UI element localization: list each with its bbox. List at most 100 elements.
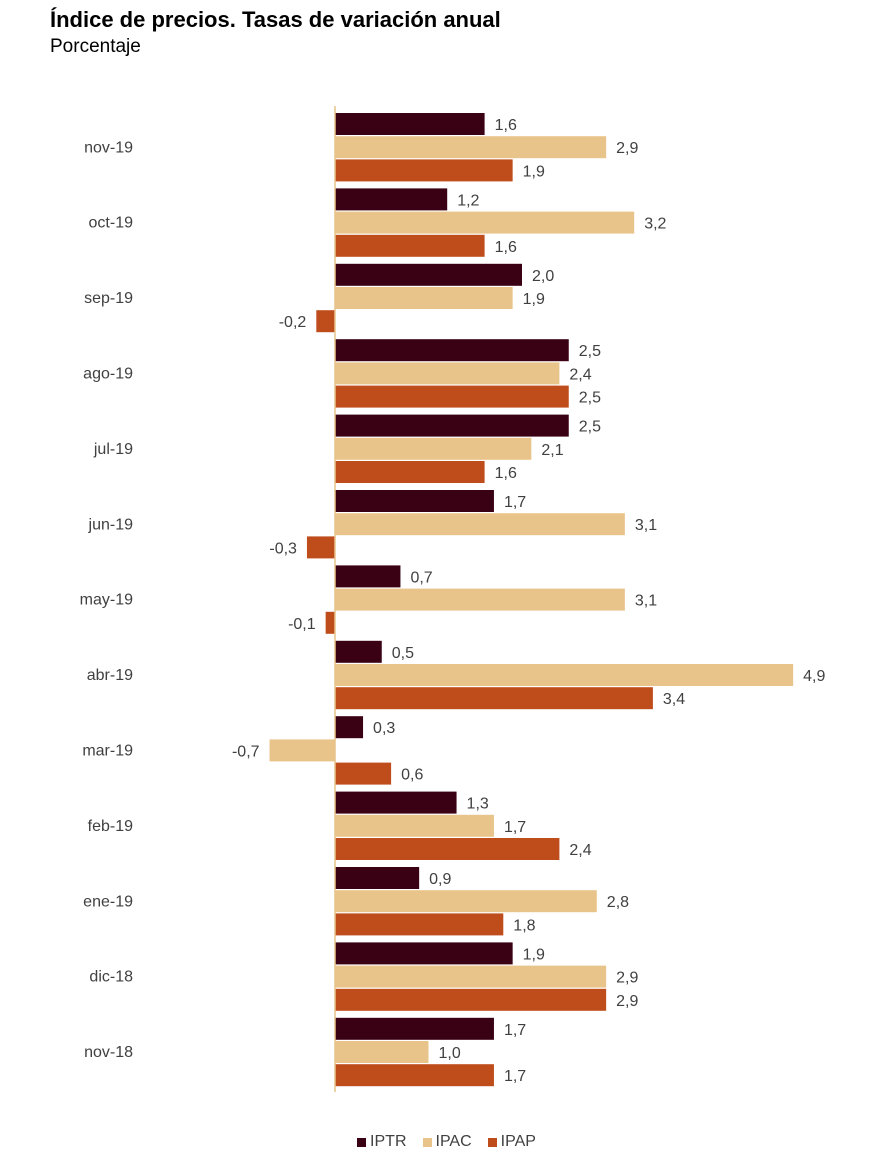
data-label: 0,7 [410, 569, 432, 586]
data-label: 2,9 [616, 993, 638, 1010]
bar-ipac [335, 965, 607, 988]
data-label: 1,9 [523, 291, 545, 308]
data-label: 2,5 [579, 390, 601, 407]
bar-iptr [335, 339, 569, 362]
data-label: 1,6 [495, 465, 517, 482]
legend-label: IPTR [370, 1133, 407, 1150]
category-label: oct-19 [89, 215, 134, 232]
data-label: 3,2 [644, 216, 666, 233]
bar-ipac [335, 588, 625, 611]
data-label: 2,5 [579, 343, 601, 360]
bar-ipac [335, 890, 597, 913]
bar-iptr [335, 791, 457, 814]
data-label: 0,5 [392, 645, 414, 662]
bar-ipap [335, 838, 560, 860]
category-label: mar-19 [82, 743, 133, 760]
data-label: 2,9 [616, 970, 638, 987]
data-label: 1,9 [523, 946, 545, 963]
data-label: 2,1 [541, 442, 563, 459]
category-label: jul-19 [93, 441, 133, 458]
legend-swatch [487, 1137, 497, 1147]
bar-ipac [335, 211, 635, 234]
data-label: 1,7 [504, 1022, 526, 1039]
bar-ipap [335, 1064, 494, 1087]
data-label: -0,3 [269, 540, 297, 557]
data-label: 2,4 [569, 842, 591, 859]
category-label: abr-19 [87, 667, 133, 684]
data-label: -0,7 [232, 743, 260, 760]
category-label: ago-19 [83, 366, 133, 383]
bar-ipap [335, 159, 513, 182]
data-label: 1,7 [504, 494, 526, 511]
category-label: may-19 [80, 592, 133, 609]
data-label: 0,9 [429, 871, 451, 888]
category-label: nov-19 [84, 139, 133, 156]
data-label: 1,3 [467, 796, 489, 813]
category-label: sep-19 [84, 290, 133, 307]
category-label: feb-19 [88, 818, 133, 835]
data-label: 2,9 [616, 140, 638, 157]
legend-label: IPAC [435, 1133, 472, 1150]
bar-ipac [335, 513, 625, 536]
legend-swatch [357, 1137, 367, 1147]
data-label: 2,8 [607, 894, 629, 911]
data-label: 2,4 [569, 366, 591, 383]
bar-ipac [335, 1041, 429, 1063]
data-label: 3,1 [635, 593, 657, 610]
bar-ipac [335, 136, 607, 159]
data-label: 4,9 [803, 668, 825, 685]
legend-swatch [422, 1137, 432, 1147]
bar-ipac [335, 437, 532, 460]
bar-ipap [335, 913, 504, 936]
bar-ipap [335, 461, 485, 483]
bar-chart: nov-19 1,6 2,9 1,9 oct-19 1,2 3,2 1,6 sep-19 2,0 1… [80, 106, 825, 1092]
bar-iptr [335, 1017, 494, 1040]
data-label: 3,4 [663, 691, 685, 708]
data-label: 3,1 [635, 517, 657, 534]
legend-label: IPAP [500, 1133, 536, 1150]
bar-iptr [335, 263, 522, 286]
bar-iptr [335, 716, 364, 739]
category-label: dic-18 [89, 969, 133, 986]
data-label: 1,9 [523, 163, 545, 180]
bar-ipap [335, 385, 569, 408]
bar-ipac [335, 664, 794, 686]
bar-ipac [335, 287, 513, 309]
bar-ipap [335, 687, 653, 710]
data-label: 1,0 [439, 1045, 461, 1062]
data-label: 2,0 [532, 268, 554, 285]
bar-iptr [335, 188, 448, 211]
bar-iptr [335, 414, 569, 437]
data-label: -0,2 [279, 314, 307, 331]
data-label: 1,7 [504, 819, 526, 836]
bar-ipac [335, 814, 494, 837]
bar-iptr [335, 867, 420, 889]
category-label: ene-19 [83, 893, 133, 910]
bar-ipap [335, 234, 485, 257]
data-label: -0,1 [288, 616, 316, 633]
data-label: 1,6 [495, 239, 517, 256]
chart-title: Índice de precios. Tasas de variación an… [50, 7, 501, 32]
bar-iptr [335, 113, 485, 135]
bar-ipap [335, 762, 392, 785]
bar-ipac [335, 362, 560, 385]
data-label: 1,7 [504, 1068, 526, 1085]
category-label: nov-18 [84, 1044, 133, 1061]
bar-ipac [269, 739, 335, 762]
data-label: 1,6 [495, 117, 517, 134]
data-label: 1,2 [457, 192, 479, 209]
bar-ipap [316, 310, 335, 333]
bar-iptr [335, 565, 401, 588]
bar-iptr [335, 942, 513, 965]
data-label: 0,6 [401, 767, 423, 784]
data-label: 1,8 [513, 917, 535, 934]
bar-ipap [325, 611, 335, 634]
bar-ipap [335, 988, 607, 1011]
bar-iptr [335, 640, 382, 663]
legend-item-ipap: IPAP [487, 1133, 536, 1151]
legend-item-iptr: IPTR [357, 1133, 407, 1151]
chart-subtitle: Porcentaje [50, 36, 141, 57]
category-label: jun-19 [88, 516, 134, 533]
legend: IPTR IPAC IPAP [0, 1133, 893, 1151]
bar-ipap [306, 536, 335, 559]
